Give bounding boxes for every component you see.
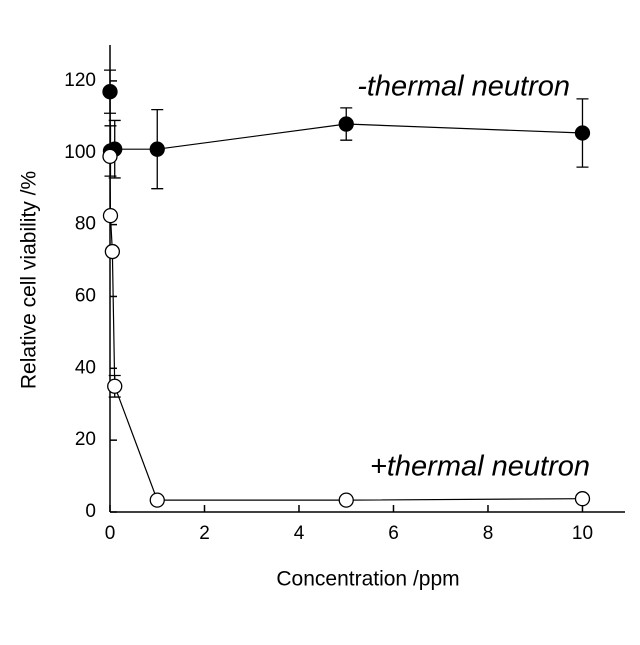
x-tick-label: 2 — [199, 523, 210, 544]
x-tick-label: 4 — [294, 523, 305, 544]
data-point — [575, 492, 589, 506]
data-point — [105, 245, 119, 259]
x-axis-label: Concentration /ppm — [276, 568, 459, 591]
x-tick-label: 0 — [105, 523, 116, 544]
y-tick-label: 60 — [75, 285, 96, 306]
data-point — [339, 117, 353, 131]
y-tick-label: 120 — [64, 70, 96, 91]
x-tick-label: 8 — [483, 523, 494, 544]
data-point — [103, 149, 117, 163]
annotation: -thermal neutron — [357, 71, 570, 103]
data-point — [575, 126, 589, 140]
data-point — [103, 85, 117, 99]
y-tick-label: 80 — [75, 214, 96, 235]
data-point — [103, 209, 117, 223]
x-tick-label: 10 — [572, 523, 593, 544]
y-tick-label: 40 — [75, 357, 96, 378]
series-line — [110, 156, 582, 500]
chart: Concentration /ppm Relative cell viabili… — [0, 0, 640, 640]
data-point — [150, 493, 164, 507]
y-tick-label: 0 — [85, 501, 96, 522]
x-tick-label: 6 — [388, 523, 399, 544]
annotation: +thermal neutron — [370, 451, 590, 483]
y-axis-label: Relative cell viability /% — [18, 171, 41, 389]
data-point — [108, 379, 122, 393]
data-point — [339, 493, 353, 507]
y-tick-label: 20 — [75, 429, 96, 450]
y-tick-label: 100 — [64, 142, 96, 163]
data-point — [150, 142, 164, 156]
